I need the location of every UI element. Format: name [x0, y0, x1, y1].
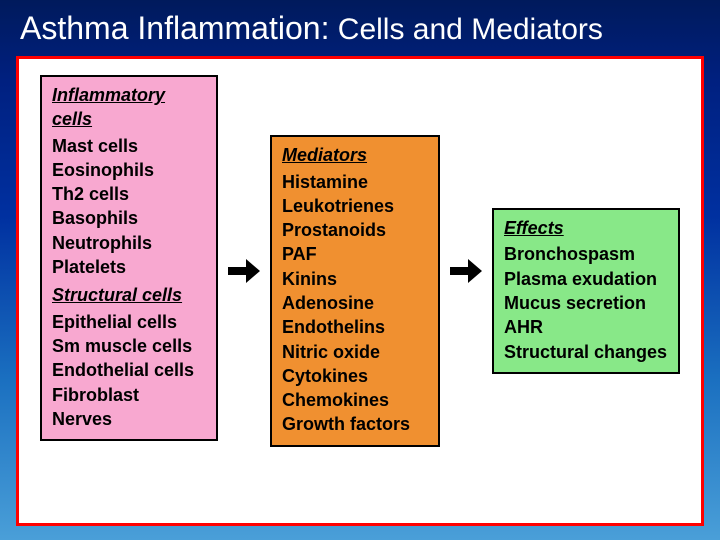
cells-box: Inflammatory cells Mast cells Eosinophil…: [40, 75, 218, 441]
arrow-right-icon: [450, 259, 482, 283]
inflammatory-cells-header: Inflammatory cells: [52, 83, 206, 132]
effect-item: Plasma exudation: [504, 267, 668, 291]
cell-item: Epithelial cells: [52, 310, 206, 334]
effect-item: Mucus secretion: [504, 291, 668, 315]
mediator-item: Chemokines: [282, 388, 428, 412]
mediators-box: Mediators Histamine Leukotrienes Prostan…: [270, 135, 440, 447]
cell-item: Th2 cells: [52, 182, 206, 206]
cell-item: Platelets: [52, 255, 206, 279]
mediator-item: Growth factors: [282, 412, 428, 436]
cell-item: Neutrophils: [52, 231, 206, 255]
title-sub: Cells and Mediators: [338, 13, 603, 46]
effects-box: Effects Bronchospasm Plasma exudation Mu…: [492, 208, 680, 374]
cell-item: Fibroblast: [52, 383, 206, 407]
cell-item: Nerves: [52, 407, 206, 431]
cell-item: Mast cells: [52, 134, 206, 158]
effect-item: Structural changes: [504, 340, 668, 364]
mediator-item: Leukotrienes: [282, 194, 428, 218]
effects-header: Effects: [504, 216, 668, 240]
title-main: Asthma Inflammation:: [20, 10, 329, 46]
structural-cells-header: Structural cells: [52, 283, 206, 307]
cell-item: Eosinophils: [52, 158, 206, 182]
mediator-item: Adenosine: [282, 291, 428, 315]
mediators-header: Mediators: [282, 143, 428, 167]
effect-item: AHR: [504, 315, 668, 339]
mediator-item: Kinins: [282, 267, 428, 291]
cell-item: Basophils: [52, 206, 206, 230]
cell-item: Sm muscle cells: [52, 334, 206, 358]
slide-title: Asthma Inflammation: Cells and Mediators: [0, 0, 720, 55]
cell-item: Endothelial cells: [52, 358, 206, 382]
effect-item: Bronchospasm: [504, 242, 668, 266]
mediator-item: Cytokines: [282, 364, 428, 388]
content-panel: Inflammatory cells Mast cells Eosinophil…: [16, 56, 704, 526]
mediator-item: Endothelins: [282, 315, 428, 339]
mediator-item: Histamine: [282, 170, 428, 194]
arrow-right-icon: [228, 259, 260, 283]
mediator-item: Nitric oxide: [282, 340, 428, 364]
mediator-item: PAF: [282, 242, 428, 266]
mediator-item: Prostanoids: [282, 218, 428, 242]
